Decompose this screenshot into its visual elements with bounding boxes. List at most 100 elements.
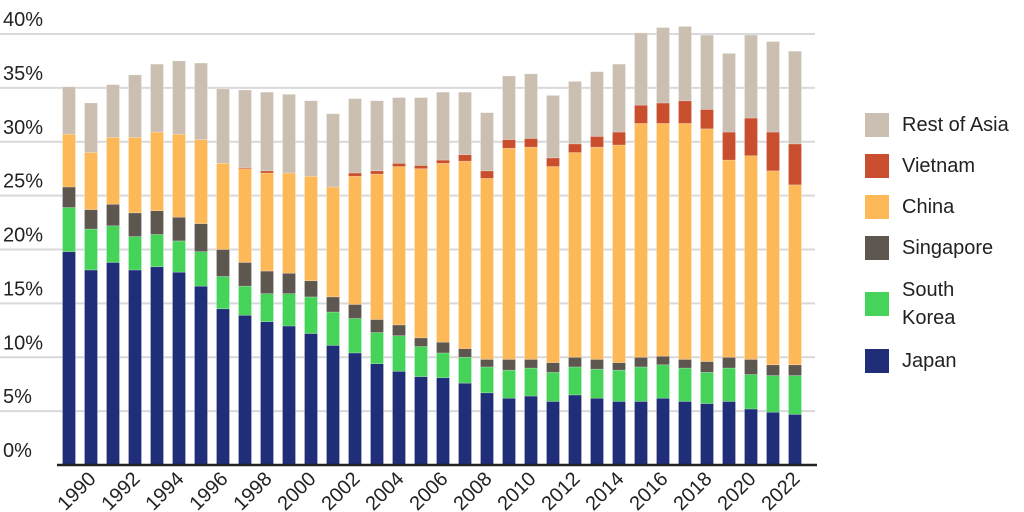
bar-china-1994 xyxy=(172,133,186,218)
bar-china-2012 xyxy=(568,152,582,358)
bar-japan-2012 xyxy=(568,394,582,466)
bar-singapore-1999 xyxy=(282,272,296,294)
x-tick-label: 2014 xyxy=(582,468,629,512)
bar-south-korea-1993 xyxy=(150,234,164,268)
bar-rest-of-asia-2019 xyxy=(722,53,736,133)
bar-singapore-2010 xyxy=(524,359,538,369)
bar-rest-of-asia-1992 xyxy=(128,74,142,138)
bar-stack-2001 xyxy=(326,113,340,466)
bar-rest-of-asia-1996 xyxy=(216,88,230,164)
bar-rest-of-asia-2020 xyxy=(744,34,758,119)
bar-japan-2000 xyxy=(304,333,318,466)
bar-south-korea-2014 xyxy=(612,369,626,402)
bar-china-1998 xyxy=(260,172,274,272)
bar-vietnam-2022 xyxy=(788,143,802,186)
bar-china-1993 xyxy=(150,131,164,212)
bar-china-2004 xyxy=(392,166,406,326)
bar-rest-of-asia-2017 xyxy=(678,26,692,102)
bar-singapore-2013 xyxy=(590,359,604,370)
bar-china-1996 xyxy=(216,163,230,250)
bar-south-korea-2003 xyxy=(370,332,384,365)
bar-rest-of-asia-2002 xyxy=(348,98,362,174)
bar-rest-of-asia-2001 xyxy=(326,113,340,188)
bar-south-korea-2005 xyxy=(414,346,428,377)
bar-singapore-2016 xyxy=(656,355,670,366)
bar-singapore-1993 xyxy=(150,210,164,235)
bar-singapore-2002 xyxy=(348,304,362,319)
bar-singapore-2008 xyxy=(480,359,494,368)
bar-stack-1999 xyxy=(282,94,296,466)
bar-vietnam-2006 xyxy=(436,159,450,164)
bar-japan-1998 xyxy=(260,321,274,466)
bar-china-2019 xyxy=(722,159,736,358)
bar-stack-1998 xyxy=(260,91,274,466)
bar-japan-2010 xyxy=(524,395,538,466)
bar-stack-1997 xyxy=(238,89,252,466)
bar-vietnam-2010 xyxy=(524,138,538,148)
bar-rest-of-asia-1991 xyxy=(106,84,120,138)
bar-singapore-2007 xyxy=(458,348,472,358)
x-axis-tick-labels: 1990199219941996199820002002200420062008… xyxy=(54,468,805,512)
bar-china-1992 xyxy=(128,137,142,214)
bar-japan-2001 xyxy=(326,345,340,466)
bar-rest-of-asia-2005 xyxy=(414,97,428,166)
bar-rest-of-asia-1997 xyxy=(238,89,252,168)
bar-stack-2000 xyxy=(304,100,318,466)
bar-stack-2015 xyxy=(634,32,648,466)
bar-stack-2016 xyxy=(656,27,670,466)
bar-rest-of-asia-2007 xyxy=(458,91,472,155)
bar-china-2017 xyxy=(678,123,692,360)
bar-stack-1992 xyxy=(128,74,142,466)
legend-swatch xyxy=(865,195,889,219)
bar-japan-2014 xyxy=(612,401,626,466)
x-tick-label: 2004 xyxy=(362,468,409,512)
bar-japan-2007 xyxy=(458,382,472,466)
x-tick-label: 2010 xyxy=(494,468,541,512)
bar-south-korea-2019 xyxy=(722,367,736,402)
bar-south-korea-1994 xyxy=(172,240,186,273)
bar-singapore-2003 xyxy=(370,319,384,333)
y-tick-label: 10% xyxy=(3,332,43,354)
legend-swatch xyxy=(865,113,889,137)
bar-south-korea-1990 xyxy=(84,228,98,271)
bar-china-2007 xyxy=(458,160,472,349)
bar-japan-2008 xyxy=(480,392,494,466)
bar-japan-1996 xyxy=(216,308,230,466)
legend-item-singapore: Singapore xyxy=(865,234,993,262)
bar-stack-2004 xyxy=(392,97,406,466)
y-tick-label: 5% xyxy=(3,386,32,408)
bar-south-korea-1992 xyxy=(128,236,142,271)
bar-singapore-2001 xyxy=(326,296,340,313)
bar-japan-2015 xyxy=(634,401,648,466)
bar-china-1995 xyxy=(194,139,208,224)
x-tick-label: 2002 xyxy=(318,468,365,512)
bar-stack-1996 xyxy=(216,88,230,466)
x-tick-label: 2006 xyxy=(406,468,453,512)
bar-china-2002 xyxy=(348,175,362,305)
bar-vietnam-1998 xyxy=(260,170,274,174)
bar-singapore-2005 xyxy=(414,337,428,347)
bar-stack-1994 xyxy=(172,60,186,466)
bar-stack-2012 xyxy=(568,81,582,466)
bar-south-korea-2022 xyxy=(788,375,802,415)
legend-item-japan: Japan xyxy=(865,347,957,375)
bar-stack-2006 xyxy=(436,91,450,466)
bar-vietnam-2019 xyxy=(722,131,736,161)
bar-south-korea-2021 xyxy=(766,375,780,413)
bar-singapore-1992 xyxy=(128,212,142,237)
bar-stack-2018 xyxy=(700,34,714,466)
bar-rest-of-asia-2014 xyxy=(612,63,626,133)
bar-south-korea-2011 xyxy=(546,372,560,402)
bar-rest-of-asia-1989 xyxy=(62,86,76,135)
bar-stack-1989 xyxy=(62,86,76,466)
bar-south-korea-1999 xyxy=(282,293,296,327)
bar-stack-2010 xyxy=(524,73,538,466)
x-tick-label: 2008 xyxy=(450,468,497,512)
bar-stack-2014 xyxy=(612,63,626,466)
bar-south-korea-2013 xyxy=(590,368,604,399)
bar-south-korea-2006 xyxy=(436,352,450,379)
bar-singapore-1998 xyxy=(260,270,274,294)
bar-japan-2002 xyxy=(348,352,362,466)
bar-rest-of-asia-2003 xyxy=(370,100,384,172)
bar-vietnam-2009 xyxy=(502,139,516,149)
